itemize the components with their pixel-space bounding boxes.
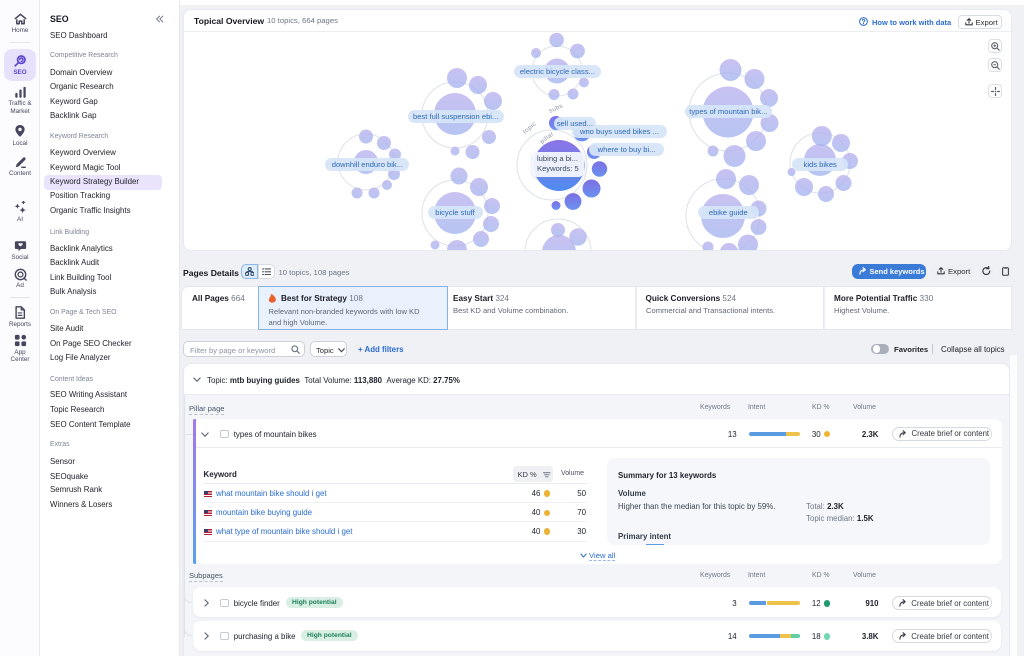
svg-text:topic: topic (522, 120, 538, 135)
svg-text:subs: subs (548, 102, 564, 114)
